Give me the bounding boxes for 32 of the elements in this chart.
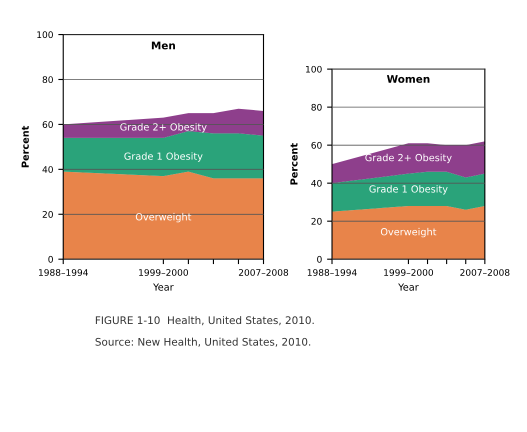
x-tick-label: 2007–2008 [460, 269, 510, 276]
y-axis-title: Percent [290, 143, 298, 184]
series-label: Overweight [136, 212, 192, 222]
y-tick-label: 20 [311, 218, 322, 225]
x-axis-title: Year [153, 284, 174, 291]
x-tick-label: 1988–1994 [39, 269, 88, 276]
y-tick-label: 0 [317, 256, 322, 263]
y-tick-label: 40 [311, 180, 322, 187]
y-tick-label: 60 [42, 121, 53, 128]
chart-title: Women [386, 75, 430, 83]
y-tick-label: 60 [311, 142, 322, 149]
series-label: Grade 1 Obesity [369, 185, 448, 195]
y-tick-label: 100 [37, 31, 53, 38]
x-tick-label: 2007–2008 [238, 269, 288, 276]
series-label: Grade 2+ Obesity [120, 123, 207, 132]
caption: FIGURE 1-10 Health, United States, 2010. [96, 316, 314, 326]
source-note: Source: New Health, United States, 2010. [96, 338, 310, 347]
series-label: Grade 2+ Obesity [365, 154, 452, 164]
series-label: Grade 1 Obesity [124, 152, 203, 162]
text: Men [152, 42, 175, 50]
y-tick-label: 40 [42, 166, 53, 173]
x-tick-label: 1999–2000 [384, 269, 434, 276]
x-tick-label: 1988–1994 [308, 269, 357, 276]
series-label: Overweight [380, 228, 436, 238]
x-tick-label: 1999–2000 [139, 269, 188, 276]
y-tick-label: 20 [42, 211, 53, 218]
y-tick-label: 80 [311, 104, 322, 111]
y-tick-label: 80 [42, 76, 53, 84]
x-axis-title: Year [398, 284, 419, 291]
y-axis-title: Percent [22, 126, 29, 168]
y-tick-label: 100 [306, 66, 322, 73]
y-tick-label: 0 [48, 256, 53, 263]
